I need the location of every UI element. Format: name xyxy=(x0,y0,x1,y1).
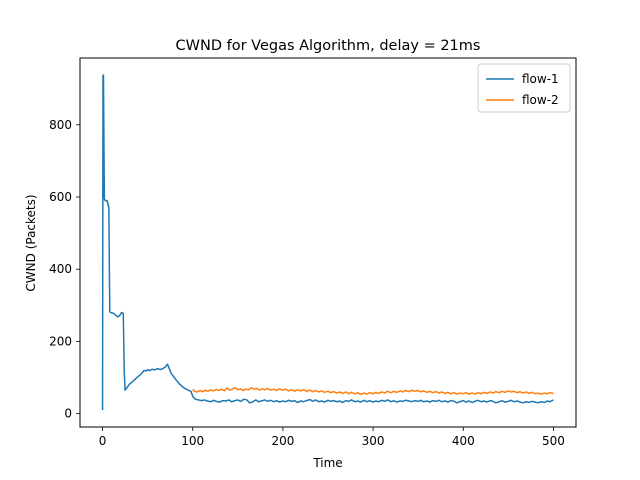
legend-label-flow-2: flow-2 xyxy=(522,93,559,107)
y-tick-label: 0 xyxy=(64,407,72,421)
y-tick-label: 600 xyxy=(49,190,72,204)
x-axis-label: Time xyxy=(312,456,342,470)
y-tick-label: 200 xyxy=(49,334,72,348)
axes-frame xyxy=(79,57,577,428)
series-line-flow-1 xyxy=(101,74,554,411)
x-tick-label: 0 xyxy=(99,434,107,448)
x-tick-label: 100 xyxy=(181,434,204,448)
y-tick-label: 800 xyxy=(49,118,72,132)
x-tick-label: 300 xyxy=(362,434,385,448)
legend: flow-1 flow-2 xyxy=(477,63,571,113)
y-tick-label: 400 xyxy=(49,262,72,276)
x-tick-label: 200 xyxy=(271,434,294,448)
chart-title: CWND for Vegas Algorithm, delay = 21ms xyxy=(176,38,481,54)
plot-area xyxy=(101,74,554,411)
x-tick-label: 400 xyxy=(452,434,475,448)
legend-label-flow-1: flow-1 xyxy=(522,72,559,86)
y-axis-label: CWND (Packets) xyxy=(24,194,38,291)
x-tick-label: 500 xyxy=(542,434,565,448)
axis-ticks: 0 100 200 300 400 500 0 200 400 600 800 xyxy=(49,118,565,448)
series-line-flow-2 xyxy=(192,386,554,396)
